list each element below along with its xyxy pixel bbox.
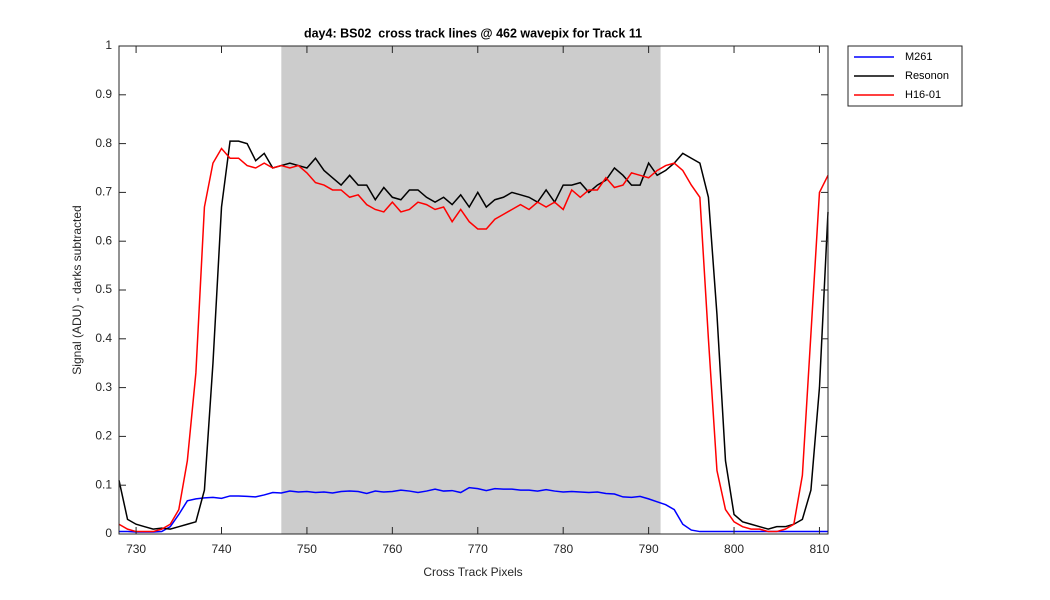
y-tick-label: 0.9 bbox=[95, 87, 112, 101]
x-tick-label: 740 bbox=[211, 542, 231, 556]
legend-label: M261 bbox=[905, 51, 933, 63]
y-tick-label: 0.1 bbox=[95, 477, 112, 491]
data-line bbox=[118, 147, 829, 533]
y-tick-label: 0.7 bbox=[95, 185, 112, 199]
data-line bbox=[119, 486, 828, 533]
data-line bbox=[118, 140, 829, 530]
y-tick-label: 1 bbox=[105, 38, 112, 52]
y-tick-label: 0.8 bbox=[95, 136, 112, 150]
y-tick-label: 0.2 bbox=[95, 429, 112, 443]
x-tick-label: 780 bbox=[553, 542, 573, 556]
x-tick-label: 730 bbox=[126, 542, 146, 556]
y-tick-label: 0.5 bbox=[95, 282, 112, 296]
y-tick-label: 0.4 bbox=[95, 331, 112, 345]
x-tick-label: 770 bbox=[468, 542, 488, 556]
x-tick-label: 800 bbox=[724, 542, 744, 556]
legend: M261 Resonon H16-01 bbox=[847, 45, 963, 107]
y-tick-label: 0.3 bbox=[95, 380, 112, 394]
legend-label: H16-01 bbox=[905, 89, 941, 101]
y-tick-label: 0 bbox=[105, 526, 112, 540]
y-tick-label: 0.6 bbox=[95, 233, 112, 247]
shaded-region bbox=[281, 46, 661, 534]
x-tick-label: 790 bbox=[639, 542, 659, 556]
x-tick-label: 810 bbox=[809, 542, 829, 556]
y-axis-label: Signal (ADU) - darks subtracted bbox=[70, 205, 84, 374]
x-tick-label: 750 bbox=[297, 542, 317, 556]
chart-title: day4: BS02 cross track lines @ 462 wavep… bbox=[304, 26, 642, 40]
legend-label: Resonon bbox=[905, 70, 949, 82]
x-axis-label: Cross Track Pixels bbox=[423, 565, 522, 579]
x-tick-label: 760 bbox=[382, 542, 402, 556]
